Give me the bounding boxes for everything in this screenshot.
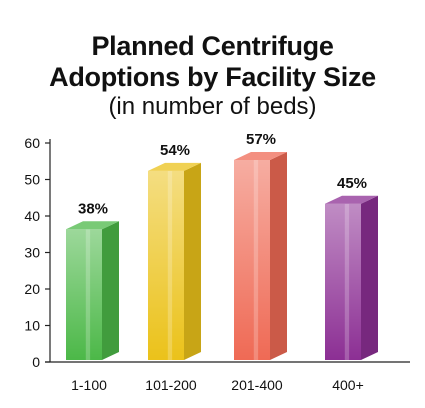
bar-shine bbox=[85, 229, 91, 360]
bar-highlight bbox=[148, 170, 184, 360]
y-tick-label: 0 bbox=[32, 354, 40, 370]
data-label: 38% bbox=[78, 200, 108, 217]
bar-highlight bbox=[66, 229, 102, 360]
bar-side bbox=[361, 195, 378, 360]
bar-shine bbox=[167, 170, 173, 360]
x-tick-label: 101-200 bbox=[145, 377, 197, 393]
bar-top bbox=[148, 162, 201, 171]
data-label: 54% bbox=[160, 142, 190, 159]
y-tick-label: 10 bbox=[24, 318, 40, 334]
bar-top bbox=[325, 195, 378, 204]
data-label: 57% bbox=[246, 131, 276, 148]
bar-highlight bbox=[325, 203, 361, 360]
x-tick-label: 1-100 bbox=[71, 377, 107, 393]
bar-top bbox=[66, 221, 119, 230]
bar-side bbox=[102, 221, 119, 360]
y-tick-label: 50 bbox=[24, 172, 40, 188]
x-tick-label: 400+ bbox=[332, 377, 364, 393]
bar-side bbox=[270, 151, 287, 360]
y-tick-label: 30 bbox=[24, 245, 40, 261]
bar-highlight bbox=[234, 159, 270, 360]
bar-shine bbox=[344, 203, 350, 360]
chart-title-line-1: Planned Centrifuge bbox=[91, 31, 334, 61]
y-tick-label: 20 bbox=[24, 281, 40, 297]
data-label: 45% bbox=[337, 175, 367, 192]
chart-title-line-2: Adoptions by Facility Size bbox=[49, 62, 376, 92]
chart-subtitle: (in number of beds) bbox=[108, 93, 317, 120]
x-tick-label: 201-400 bbox=[231, 377, 283, 393]
y-tick-label: 40 bbox=[24, 208, 40, 224]
bar-side bbox=[184, 162, 201, 360]
y-tick-label: 60 bbox=[24, 135, 40, 151]
bar-shine bbox=[253, 159, 259, 360]
bar-top bbox=[234, 151, 287, 160]
